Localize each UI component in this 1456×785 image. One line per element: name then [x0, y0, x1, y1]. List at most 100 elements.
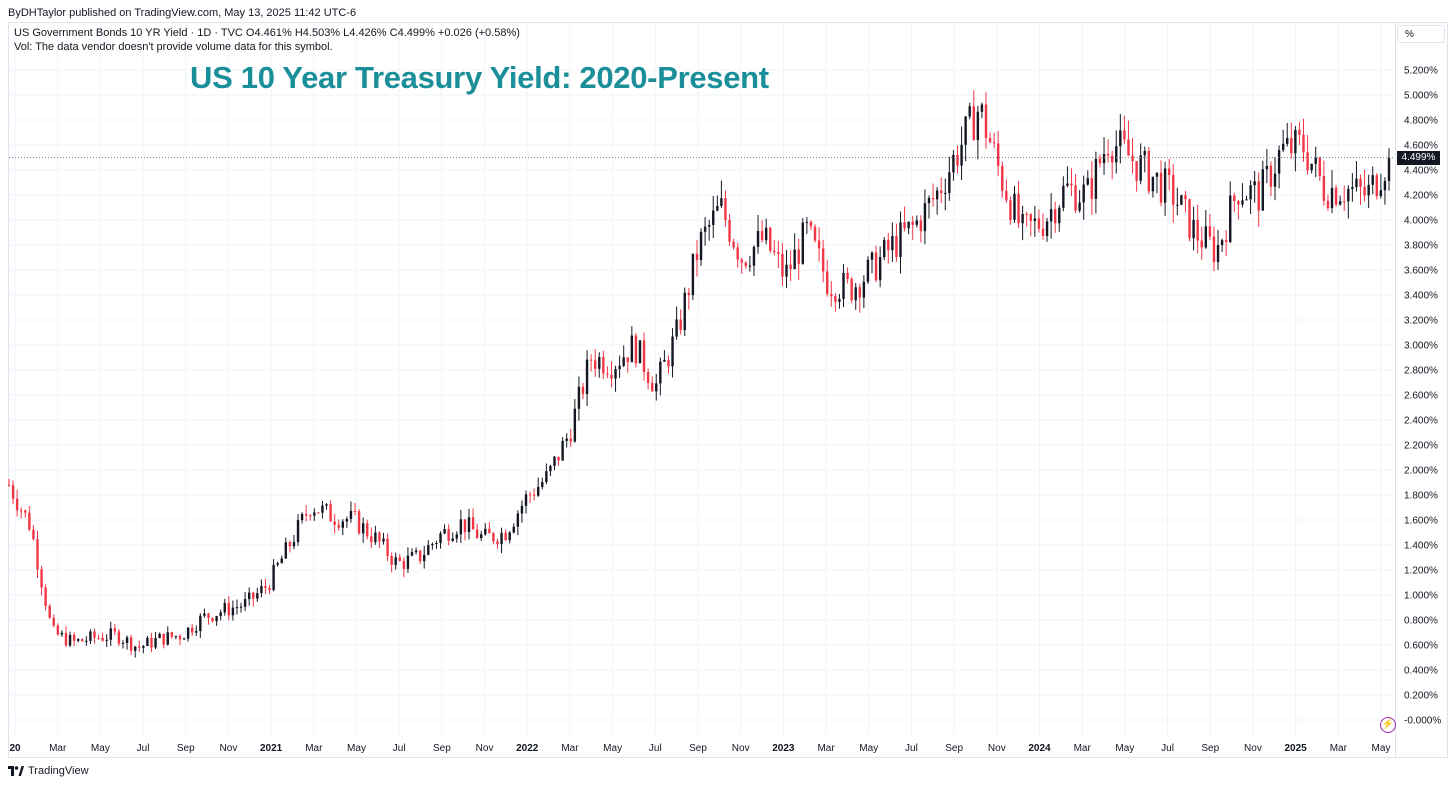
y-tick-label: 1.400% — [1404, 541, 1438, 552]
chart-pane[interactable] — [8, 22, 1448, 758]
y-tick-label: 3.800% — [1404, 241, 1438, 252]
y-tick-label: 1.200% — [1404, 566, 1438, 577]
candle-body — [842, 272, 845, 299]
candle-body — [1351, 187, 1354, 189]
x-tick-label: Sep — [433, 743, 451, 754]
candle-body — [361, 523, 365, 534]
candle-body — [402, 560, 406, 569]
candle-body — [467, 517, 471, 533]
candle-body — [549, 465, 552, 472]
candle-body — [1021, 213, 1024, 224]
candle-body — [724, 198, 727, 221]
candle-body — [1053, 209, 1057, 224]
candle-body — [911, 221, 914, 225]
candle-body — [40, 569, 43, 588]
candle-body — [439, 533, 442, 543]
candle-body — [691, 253, 695, 296]
candle-body — [655, 383, 658, 392]
lightning-icon[interactable]: ⚡ — [1380, 717, 1396, 733]
candle-body — [919, 220, 923, 232]
candle-body — [357, 511, 361, 534]
candle-body — [1241, 200, 1244, 205]
candle-body — [451, 538, 454, 541]
candle-body — [378, 532, 381, 542]
candle-body — [321, 505, 324, 513]
x-tick-label: Nov — [220, 743, 238, 754]
candle-body — [1204, 226, 1208, 248]
candle-body — [1347, 188, 1350, 202]
candle-body — [732, 241, 735, 248]
candle-body — [309, 515, 312, 517]
candle-body — [935, 190, 939, 200]
candle-body — [374, 532, 377, 543]
candle-body — [720, 198, 723, 206]
candle-body — [997, 143, 1000, 166]
footer-brand[interactable]: TradingView — [8, 765, 89, 777]
candle-body — [443, 529, 446, 534]
candle-body — [1078, 202, 1081, 211]
candle-body — [256, 593, 259, 599]
candle-body — [243, 599, 247, 607]
candle-body — [72, 634, 76, 641]
candle-body — [56, 625, 60, 635]
candle-body — [1220, 240, 1224, 246]
x-tick-label: May — [1115, 743, 1134, 754]
candle-body — [1298, 129, 1301, 135]
candle-body — [1363, 186, 1366, 196]
candle-body — [1286, 137, 1289, 144]
candle-body — [36, 539, 39, 570]
candle-body — [158, 633, 161, 639]
x-tick-label: May — [603, 743, 622, 754]
candle-body — [870, 252, 874, 260]
candle-body — [97, 637, 100, 639]
candle-body — [671, 336, 674, 367]
candle-body — [878, 257, 882, 281]
candle-body — [895, 236, 898, 258]
candle-body — [716, 205, 719, 211]
price-axis[interactable] — [1395, 22, 1448, 758]
candle-body — [1184, 195, 1187, 200]
candle-body — [642, 340, 646, 372]
candle-body — [964, 116, 967, 145]
candle-body — [821, 248, 825, 272]
candle-body — [447, 529, 450, 541]
candle-body — [292, 542, 296, 547]
candle-body — [862, 281, 866, 298]
candle-body — [276, 563, 279, 565]
candle-body — [390, 556, 393, 565]
candle-body — [630, 335, 634, 363]
candle-body — [675, 319, 678, 337]
candle-body — [317, 512, 320, 514]
candle-body — [1318, 157, 1321, 176]
percent-scale-button[interactable]: % — [1397, 25, 1445, 43]
candle-body — [1005, 190, 1008, 201]
candle-body — [207, 613, 210, 618]
y-tick-label: 5.000% — [1404, 91, 1438, 102]
candle-body — [28, 512, 31, 530]
candle-body — [20, 510, 23, 512]
candle-body — [728, 220, 731, 242]
candle-body — [496, 541, 499, 545]
candle-body — [887, 239, 890, 251]
published-info: ByDHTaylor published on TradingView.com,… — [8, 7, 357, 19]
last-price-label: 4.499% — [1397, 150, 1440, 165]
candle-body — [598, 357, 601, 369]
candle-body — [11, 485, 15, 499]
candle-body — [805, 221, 809, 223]
candle-body — [1371, 175, 1374, 185]
candle-body — [1045, 221, 1049, 236]
candle-body — [406, 555, 410, 569]
candle-body — [899, 222, 902, 258]
candle-body — [1062, 185, 1065, 208]
candle-body — [1147, 150, 1151, 192]
y-tick-label: 2.800% — [1404, 366, 1438, 377]
candle-body — [602, 357, 605, 374]
x-tick-label: Nov — [732, 743, 750, 754]
candle-body — [1192, 219, 1195, 239]
candle-body — [1115, 146, 1118, 163]
candle-body — [1180, 195, 1183, 205]
candle-body — [1159, 172, 1163, 203]
candle-body — [834, 296, 837, 302]
